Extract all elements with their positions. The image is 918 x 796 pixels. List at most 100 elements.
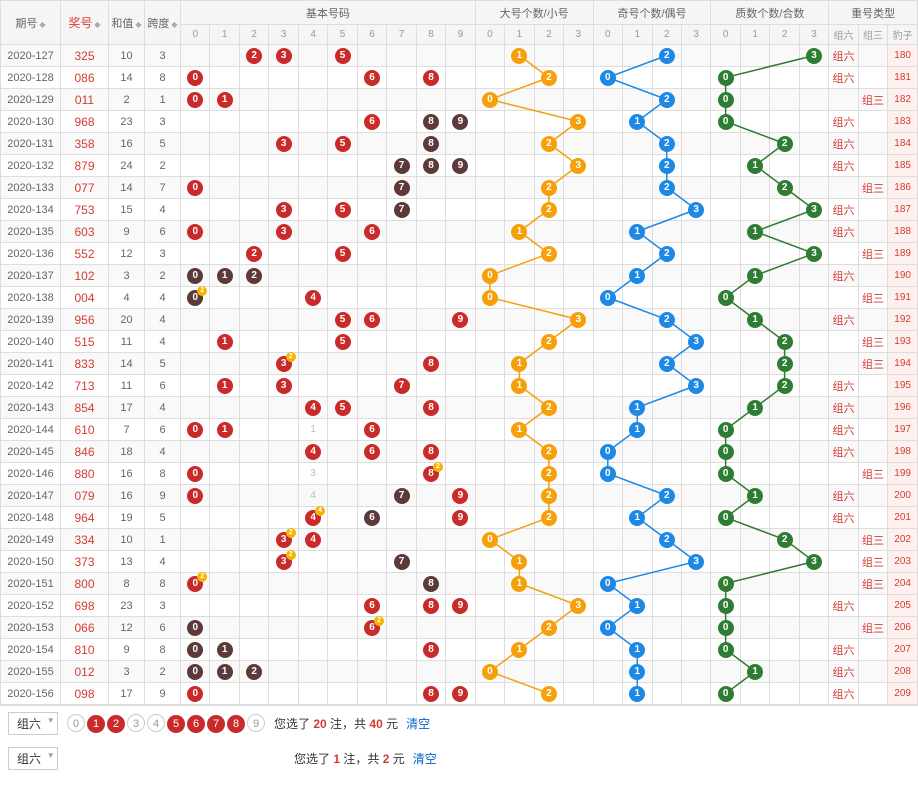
digit-cell — [269, 639, 298, 661]
prime-count-cell — [770, 221, 799, 243]
pick-number-4[interactable]: 4 — [147, 714, 165, 732]
digit-cell — [387, 309, 416, 331]
digit-cell — [210, 309, 239, 331]
digit-cell: 0 — [181, 683, 210, 705]
digit-cell — [328, 661, 357, 683]
big-count-cell — [564, 353, 593, 375]
digit-cell — [416, 265, 445, 287]
digit-cell — [328, 177, 357, 199]
digit-cell — [239, 331, 268, 353]
combo-type-select-2[interactable]: 组六 — [8, 747, 58, 770]
big-count-cell: 1 — [505, 639, 534, 661]
digit-cell: 4 — [298, 485, 327, 507]
prime-count-cell: 1 — [740, 155, 769, 177]
header-span[interactable]: 跨度◆ — [145, 1, 181, 45]
pick-number-6[interactable]: 6 — [187, 715, 205, 733]
count-ball: 1 — [629, 400, 645, 416]
odd-count-cell — [681, 221, 710, 243]
digit-ball: 9 — [452, 114, 468, 130]
odd-count-cell: 3 — [681, 331, 710, 353]
combo-type-select[interactable]: 组六 — [8, 712, 58, 735]
digit-cell — [357, 353, 386, 375]
count-ball: 2 — [659, 312, 675, 328]
count-ball: 0 — [482, 92, 498, 108]
cell-prize: 066 — [61, 617, 109, 639]
prime-count-cell — [740, 199, 769, 221]
table-row: 2020-142713116137132组六195 — [1, 375, 918, 397]
cell-span: 3 — [145, 595, 181, 617]
table-row: 2020-131358165358222组六184 — [1, 133, 918, 155]
type-zusan-cell — [858, 375, 887, 397]
odd-count-cell — [593, 397, 622, 419]
count-ball: 2 — [659, 48, 675, 64]
digit-cell — [387, 287, 416, 309]
big-count-cell: 2 — [534, 683, 563, 705]
pick-number-8[interactable]: 8 — [227, 715, 245, 733]
pick-number-2[interactable]: 2 — [107, 715, 125, 733]
big-count-cell — [475, 375, 504, 397]
count-ball: 0 — [718, 598, 734, 614]
header-issue[interactable]: 期号◆ — [1, 1, 61, 45]
digit-cell — [269, 89, 298, 111]
digit-ball: 8 — [423, 70, 439, 86]
pick-number-7[interactable]: 7 — [207, 715, 225, 733]
cell-prize: 079 — [61, 485, 109, 507]
pick-number-9[interactable]: 9 — [247, 714, 265, 732]
clear-link-2[interactable]: 清空 — [413, 750, 437, 767]
prime-count-cell — [770, 485, 799, 507]
type-zuliu-cell: 组六 — [829, 111, 858, 133]
cell-issue: 2020-132 — [1, 155, 61, 177]
digit-cell: 0 — [181, 639, 210, 661]
cell-issue: 2020-147 — [1, 485, 61, 507]
cell-issue: 2020-138 — [1, 287, 61, 309]
count-ball: 0 — [600, 290, 616, 306]
big-count-cell: 0 — [475, 265, 504, 287]
digit-cell — [387, 419, 416, 441]
pick-number-5[interactable]: 5 — [167, 715, 185, 733]
prime-count-cell — [770, 507, 799, 529]
cell-issue: 2020-155 — [1, 661, 61, 683]
pick-number-3[interactable]: 3 — [127, 714, 145, 732]
odd-count-cell — [681, 419, 710, 441]
odd-count-cell — [623, 199, 652, 221]
prime-count-cell — [770, 463, 799, 485]
cell-issue: 2020-135 — [1, 221, 61, 243]
big-count-cell — [534, 419, 563, 441]
digit-ball: 9 — [452, 686, 468, 702]
digit-cell — [328, 595, 357, 617]
digit-cell: 7 — [387, 155, 416, 177]
big-count-cell — [505, 287, 534, 309]
clear-link[interactable]: 清空 — [406, 715, 430, 732]
digit-ball: 6 — [364, 312, 380, 328]
digit-cell — [239, 507, 268, 529]
table-row: 2020-141833145328122组三194 — [1, 353, 918, 375]
digit-ball: 8 — [423, 598, 439, 614]
pick-number-0[interactable]: 0 — [67, 714, 85, 732]
count-ball: 0 — [718, 444, 734, 460]
cell-sum: 15 — [109, 199, 145, 221]
header-prize[interactable]: 奖号◆ — [61, 1, 109, 45]
digit-ball: 8 — [423, 400, 439, 416]
digit-cell: 7 — [387, 375, 416, 397]
digit-cell: 1 — [210, 89, 239, 111]
type-zusan-cell: 组三 — [858, 331, 887, 353]
type-zuliu-cell — [829, 287, 858, 309]
cell-prize: 552 — [61, 243, 109, 265]
digit-header: 5 — [328, 25, 357, 45]
count-ball: 1 — [747, 488, 763, 504]
big-count-cell — [505, 595, 534, 617]
type-zuliu-cell: 组六 — [829, 265, 858, 287]
cell-sum: 3 — [109, 661, 145, 683]
odd-count-cell — [681, 243, 710, 265]
digit-cell — [328, 419, 357, 441]
digit-cell — [239, 683, 268, 705]
footer-row-2: 组六 您选了 1 注，共 2 元 清空 — [0, 741, 918, 776]
digit-cell — [357, 573, 386, 595]
digit-cell: 9 — [446, 155, 475, 177]
pick-number-1[interactable]: 1 — [87, 715, 105, 733]
digit-cell — [298, 375, 327, 397]
digit-header: 3 — [269, 25, 298, 45]
table-row: 2020-130968233689310组六183 — [1, 111, 918, 133]
odd-count-cell — [623, 177, 652, 199]
header-sum[interactable]: 和值◆ — [109, 1, 145, 45]
